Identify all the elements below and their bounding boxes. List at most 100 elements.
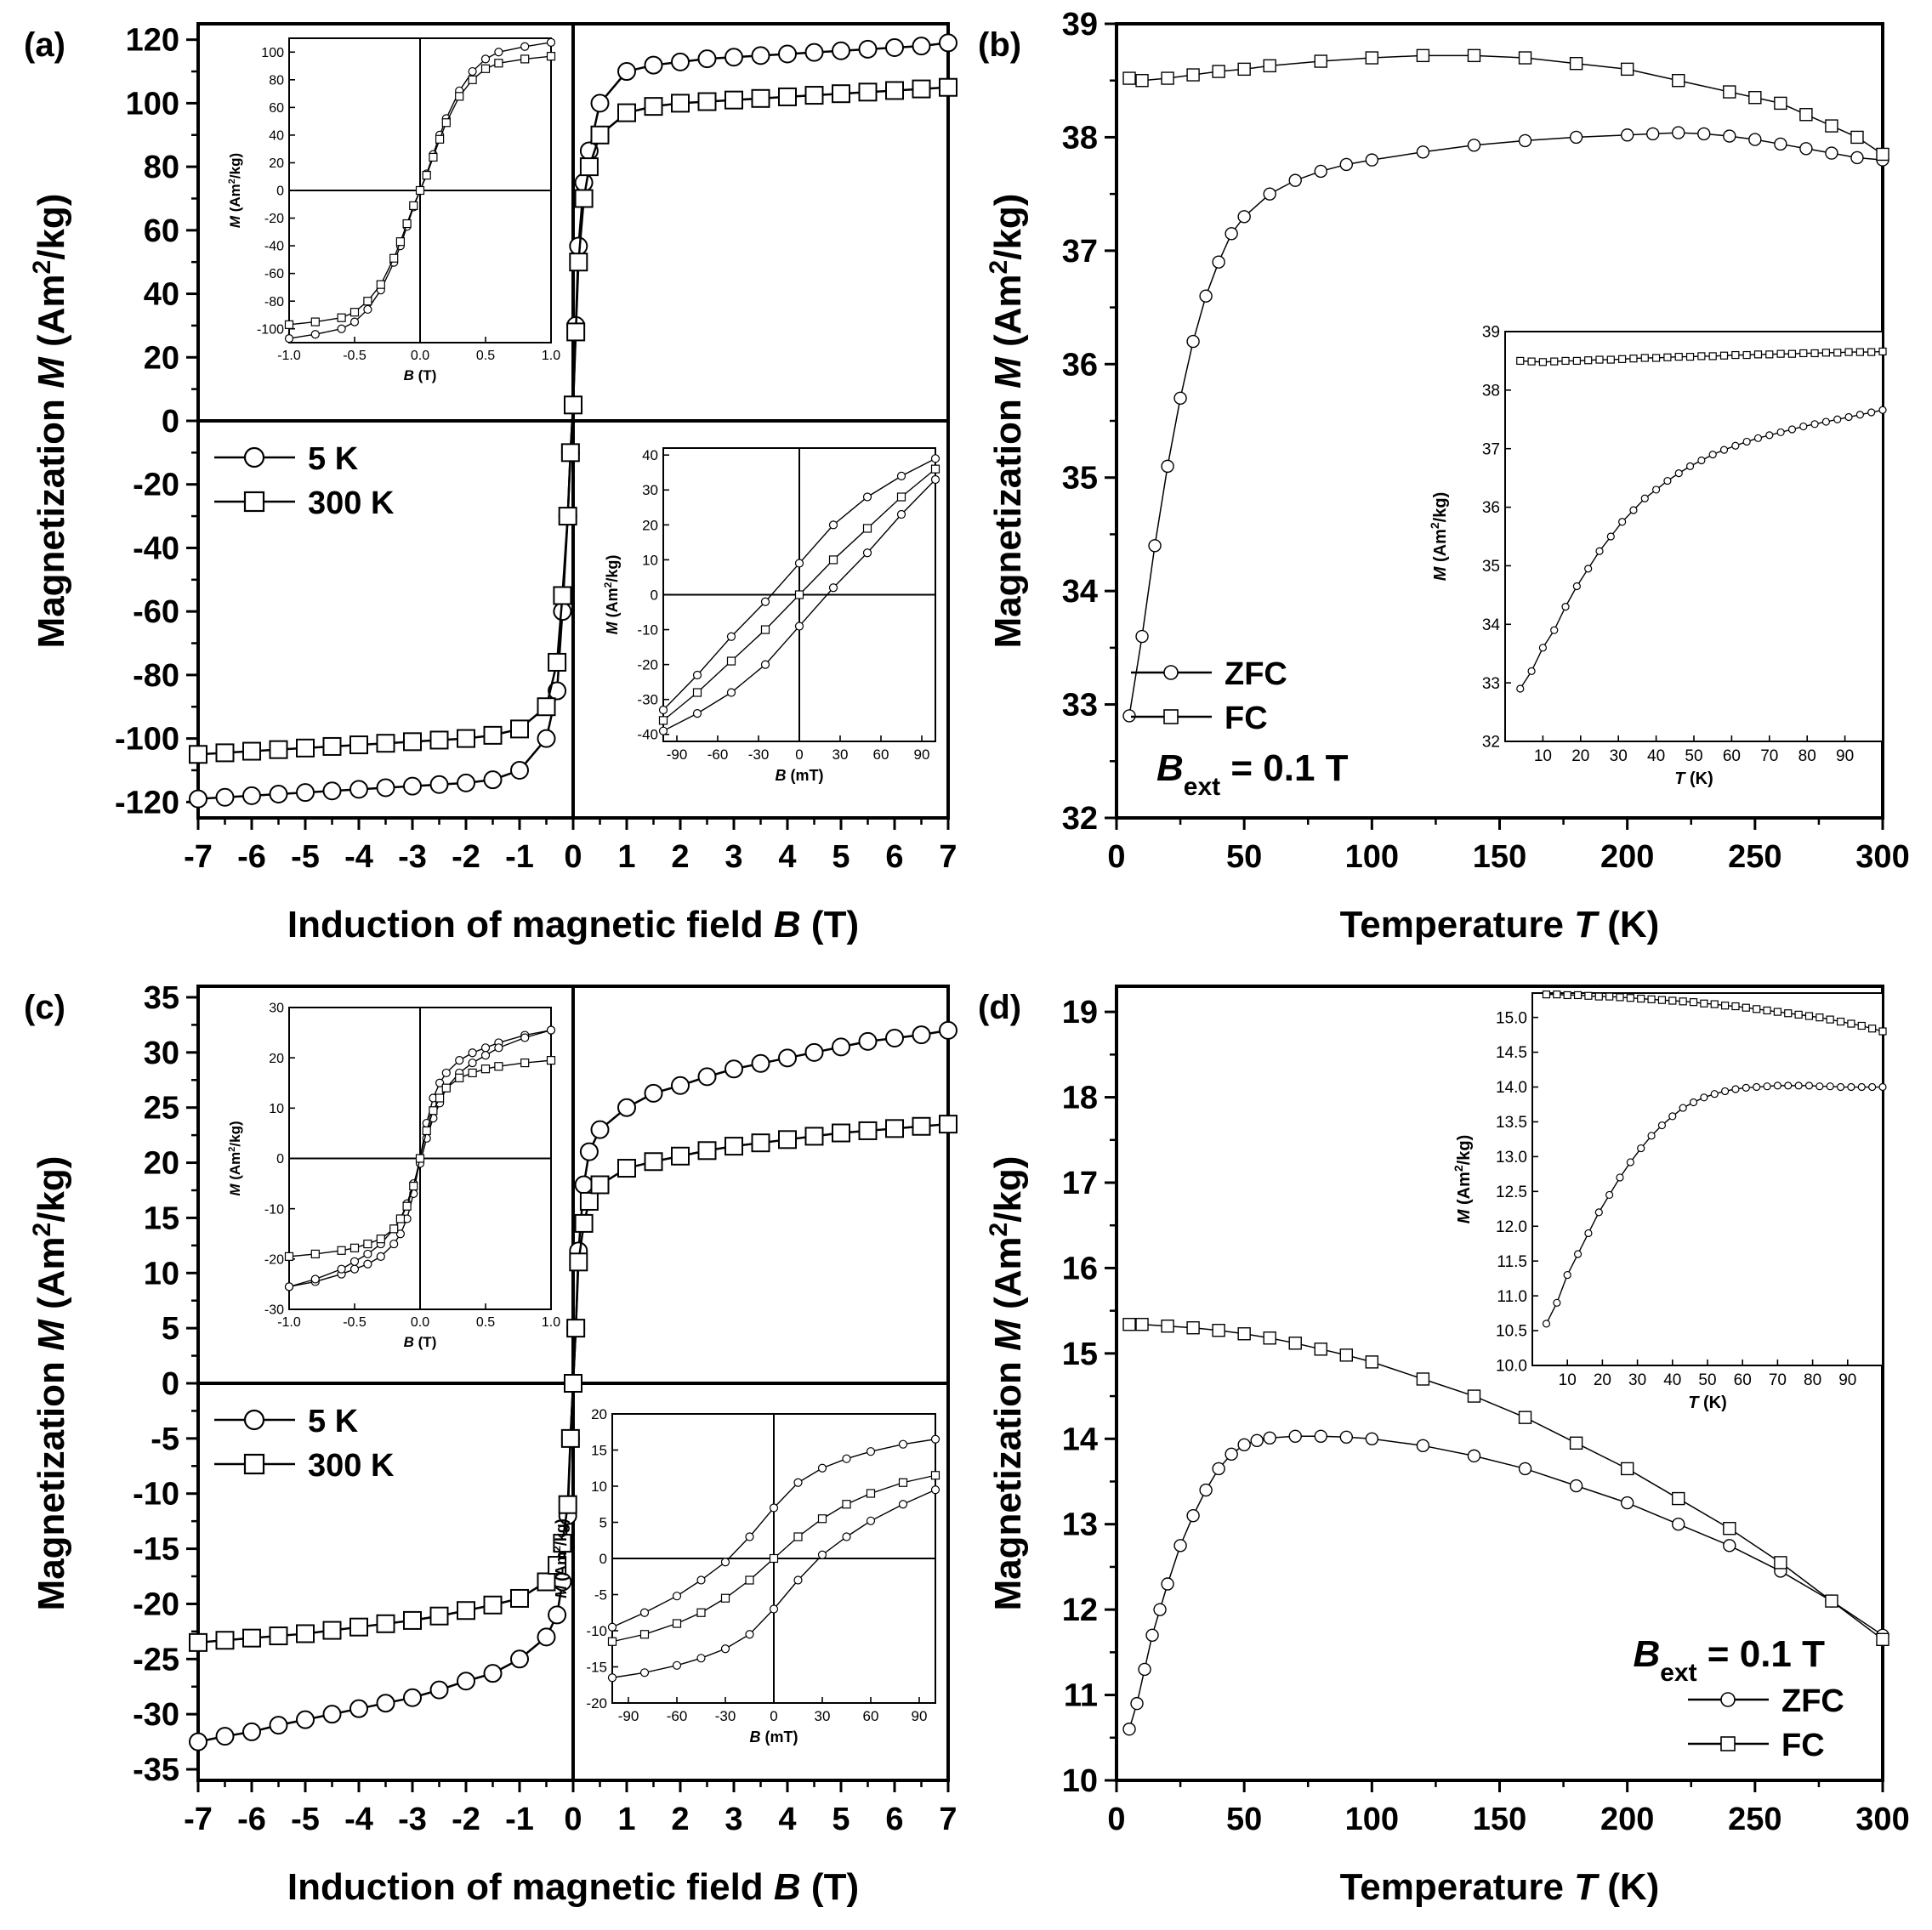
y-axis-label: Magnetization M (Am2/kg) [985,194,1030,649]
circle-marker [376,778,395,798]
inset-x-tick-label: 0.5 [476,349,495,363]
label-part: (Am [604,588,621,622]
x-tick-label: 6 [885,839,903,875]
y-tick-label: 20 [144,1146,179,1182]
square-marker [858,1121,878,1140]
inset-x-tick-label: 70 [1769,1371,1787,1389]
circle-marker [617,62,636,82]
x-tick-label: 4 [778,839,796,875]
circle-marker [349,1699,368,1718]
square-marker [778,1130,797,1149]
inset-y-axis-label: M (Am2/kg) [602,555,621,635]
x-tick-label: -7 [184,1802,213,1837]
circle-marker [1763,1082,1771,1091]
label-part: /kg) [31,1156,72,1223]
square-marker [1467,48,1481,63]
circle-marker [1697,456,1706,465]
inset-x-tick-label: 50 [1698,1371,1716,1389]
square-marker [560,1428,580,1448]
inset-y-tick-label: 20 [591,1406,607,1422]
circle-marker [793,1478,803,1487]
circle-marker [842,1532,851,1541]
square-marker [322,1621,342,1640]
square-marker [1876,147,1889,162]
square-marker [435,1093,445,1103]
circle-marker [349,1264,360,1274]
square-marker [349,1243,360,1252]
circle-marker [1637,1144,1645,1153]
circle-marker [1145,1628,1159,1642]
label-part: (Am [1431,529,1450,566]
legend-label: 5 K [308,1404,359,1439]
label-part: 2 [227,179,237,184]
label-part: B [404,367,414,383]
circle-marker [1674,469,1683,478]
circle-marker [494,1043,503,1053]
circle-marker [751,1053,770,1073]
square-marker [1674,353,1683,361]
circle-marker [1867,408,1876,417]
inset-x-tick-label: 30 [832,746,849,763]
square-marker [468,1068,477,1078]
label-part: (Am [227,1152,243,1184]
inset-frame [1531,992,1884,1366]
square-marker [1773,1008,1781,1016]
label-part: (Am [553,1552,570,1586]
square-marker [644,1152,663,1172]
square-marker [269,740,288,759]
y-tick-label: 35 [1062,461,1098,497]
circle-marker [1569,130,1583,145]
square-marker [1765,350,1774,359]
y-tick-label: -10 [133,1477,179,1513]
circle-marker [1365,1432,1379,1445]
label-part: /kg) [1455,1135,1474,1166]
square-marker [457,729,475,748]
inset-y-tick-label: 0 [651,587,658,603]
square-marker [1594,992,1603,1001]
y-axis-label: Magnetization M (Am2/kg) [985,1156,1030,1611]
circle-marker [930,474,940,485]
square-marker [1542,991,1551,999]
y-tick-label: -80 [133,658,179,694]
square-marker [1516,356,1525,366]
circle-marker [480,1043,491,1053]
field-annotation: Bext = 0.1 T [1633,1633,1825,1687]
square-marker [671,1146,690,1166]
circle-marker [692,709,702,718]
legend-label: ZFC [1225,656,1287,692]
x-tick-label: 1 [617,1802,635,1837]
y-tick-label: -35 [133,1752,179,1788]
square-marker [553,1534,572,1553]
circle-marker [242,1722,261,1741]
y-tick-label: -120 [115,785,179,820]
circle-marker [1855,411,1864,419]
circle-marker [337,324,346,333]
circle-marker [1225,1447,1238,1462]
square-marker [1844,348,1853,356]
label-part: M [987,1319,1029,1351]
circle-marker [1130,1696,1144,1711]
circle-marker [520,42,530,51]
circle-marker [769,1604,779,1614]
square-marker [520,54,530,64]
square-marker [564,1374,582,1393]
circle-marker [1237,210,1251,224]
inset-x-tick-label: -1.0 [277,1315,301,1330]
circle-marker [1719,446,1729,454]
square-marker [483,1595,503,1615]
inset-y-tick-label: -20 [586,1695,607,1711]
circle-marker [720,1644,730,1654]
circle-marker [898,1500,908,1509]
circle-marker [546,1025,556,1035]
square-marker [1626,994,1634,1002]
circle-marker [1263,1431,1276,1445]
inset-y-tick-label: 100 [261,46,284,60]
square-marker [1467,1389,1481,1403]
square-marker [441,118,451,128]
label-part: M [553,1585,570,1598]
inset-x-tick-label: 80 [1804,1371,1821,1389]
circle-marker [1836,1082,1845,1092]
circle-marker [898,1439,908,1449]
circle-marker [1186,1508,1200,1523]
inset-y-tick-label: 10.5 [1496,1323,1527,1341]
